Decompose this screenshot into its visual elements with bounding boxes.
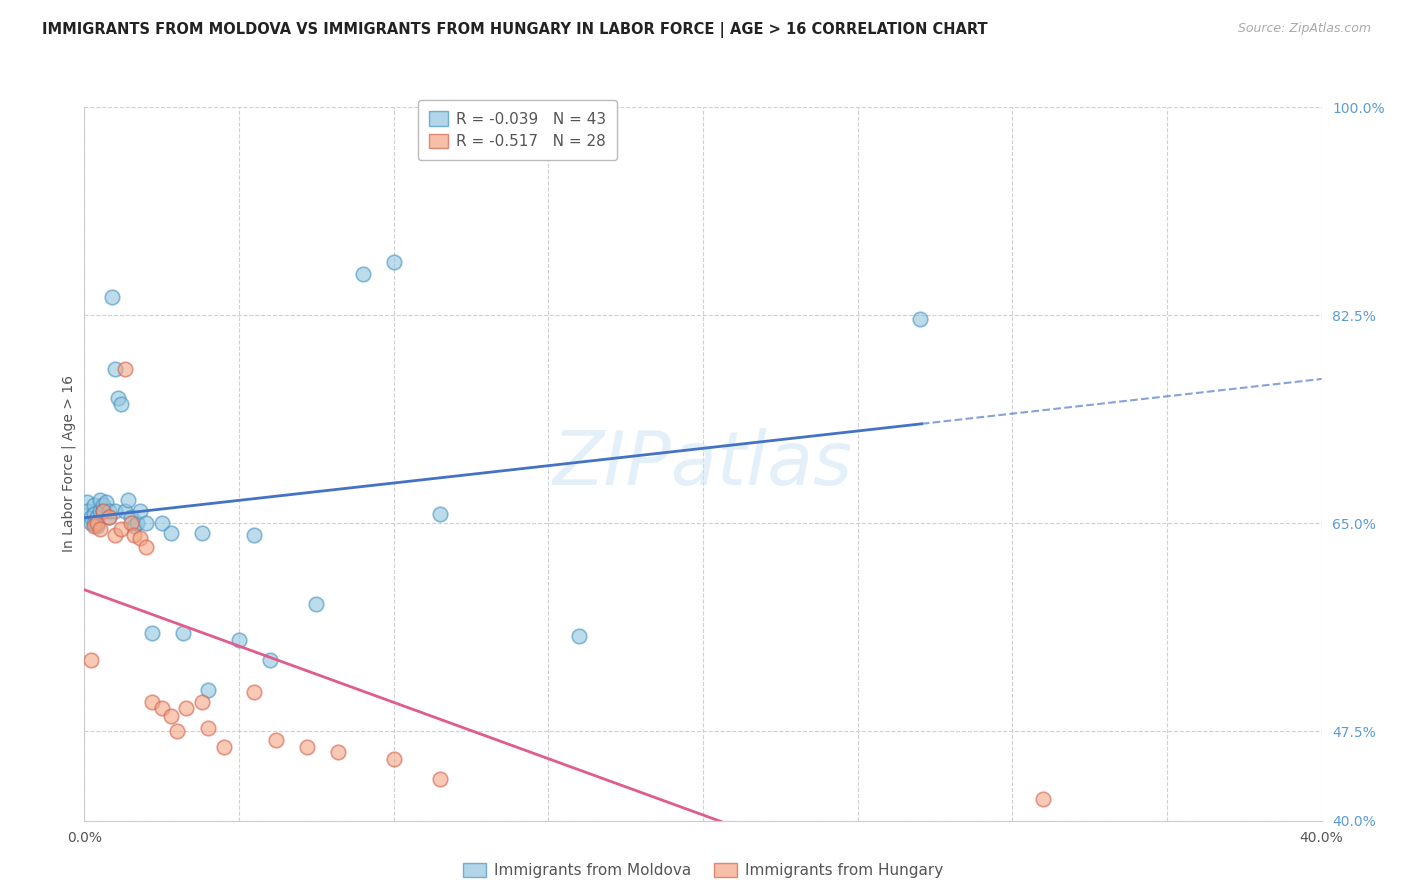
Point [114, 361, 136, 376]
Point [83, 499, 105, 513]
Point [243, 528, 266, 542]
Point [197, 721, 219, 735]
Text: Source: ZipAtlas.com: Source: ZipAtlas.com [1237, 22, 1371, 36]
Point [76, 504, 98, 518]
Point [125, 516, 148, 531]
Point [141, 625, 163, 640]
Point [228, 632, 250, 647]
Point [150, 516, 173, 531]
Point [141, 695, 163, 709]
Point [191, 525, 214, 540]
Point [172, 625, 194, 640]
Point [429, 772, 451, 786]
Point [79, 510, 101, 524]
Point [160, 525, 183, 540]
Point [104, 504, 127, 518]
Point [107, 392, 129, 406]
Point [79, 653, 101, 667]
Point [114, 504, 136, 518]
Point [98, 510, 121, 524]
Text: IMMIGRANTS FROM MOLDOVA VS IMMIGRANTS FROM HUNGARY IN LABOR FORCE | AGE > 16 COR: IMMIGRANTS FROM MOLDOVA VS IMMIGRANTS FR… [42, 22, 988, 38]
Point [197, 682, 219, 697]
Point [122, 518, 145, 533]
Point [86, 510, 108, 524]
Point [98, 504, 121, 518]
Point [122, 528, 145, 542]
Point [382, 254, 405, 268]
Point [382, 752, 405, 766]
Point [129, 504, 152, 518]
Point [86, 518, 108, 533]
Point [91, 504, 114, 518]
Point [104, 361, 127, 376]
Point [908, 311, 931, 326]
Point [117, 492, 139, 507]
Point [135, 540, 157, 554]
Point [150, 700, 173, 714]
Y-axis label: In Labor Force | Age > 16: In Labor Force | Age > 16 [62, 376, 76, 552]
Point [91, 504, 114, 518]
Point [86, 516, 108, 531]
Text: ZIPatlas: ZIPatlas [553, 428, 853, 500]
Point [79, 516, 101, 531]
Point [429, 507, 451, 521]
Point [135, 516, 157, 531]
Point [243, 685, 266, 699]
Point [160, 709, 183, 723]
Point [83, 516, 105, 531]
Point [305, 597, 328, 611]
Point [89, 522, 111, 536]
Point [83, 518, 105, 533]
Point [264, 732, 287, 747]
Point [94, 495, 117, 509]
Point [89, 504, 111, 518]
Point [259, 653, 281, 667]
Point [568, 629, 591, 643]
Point [89, 492, 111, 507]
Point [110, 522, 132, 536]
Legend: Immigrants from Moldova, Immigrants from Hungary: Immigrants from Moldova, Immigrants from… [457, 856, 949, 884]
Point [83, 507, 105, 521]
Point [129, 531, 152, 545]
Point [76, 495, 98, 509]
Point [1032, 792, 1054, 806]
Point [212, 739, 235, 754]
Point [191, 695, 214, 709]
Point [91, 499, 114, 513]
Point [295, 739, 318, 754]
Point [110, 397, 132, 411]
Point [101, 290, 124, 304]
Point [120, 516, 142, 531]
Point [326, 745, 349, 759]
Point [166, 724, 188, 739]
Point [98, 510, 121, 524]
Point [104, 528, 127, 542]
Point [176, 700, 198, 714]
Point [352, 267, 374, 281]
Point [120, 510, 142, 524]
